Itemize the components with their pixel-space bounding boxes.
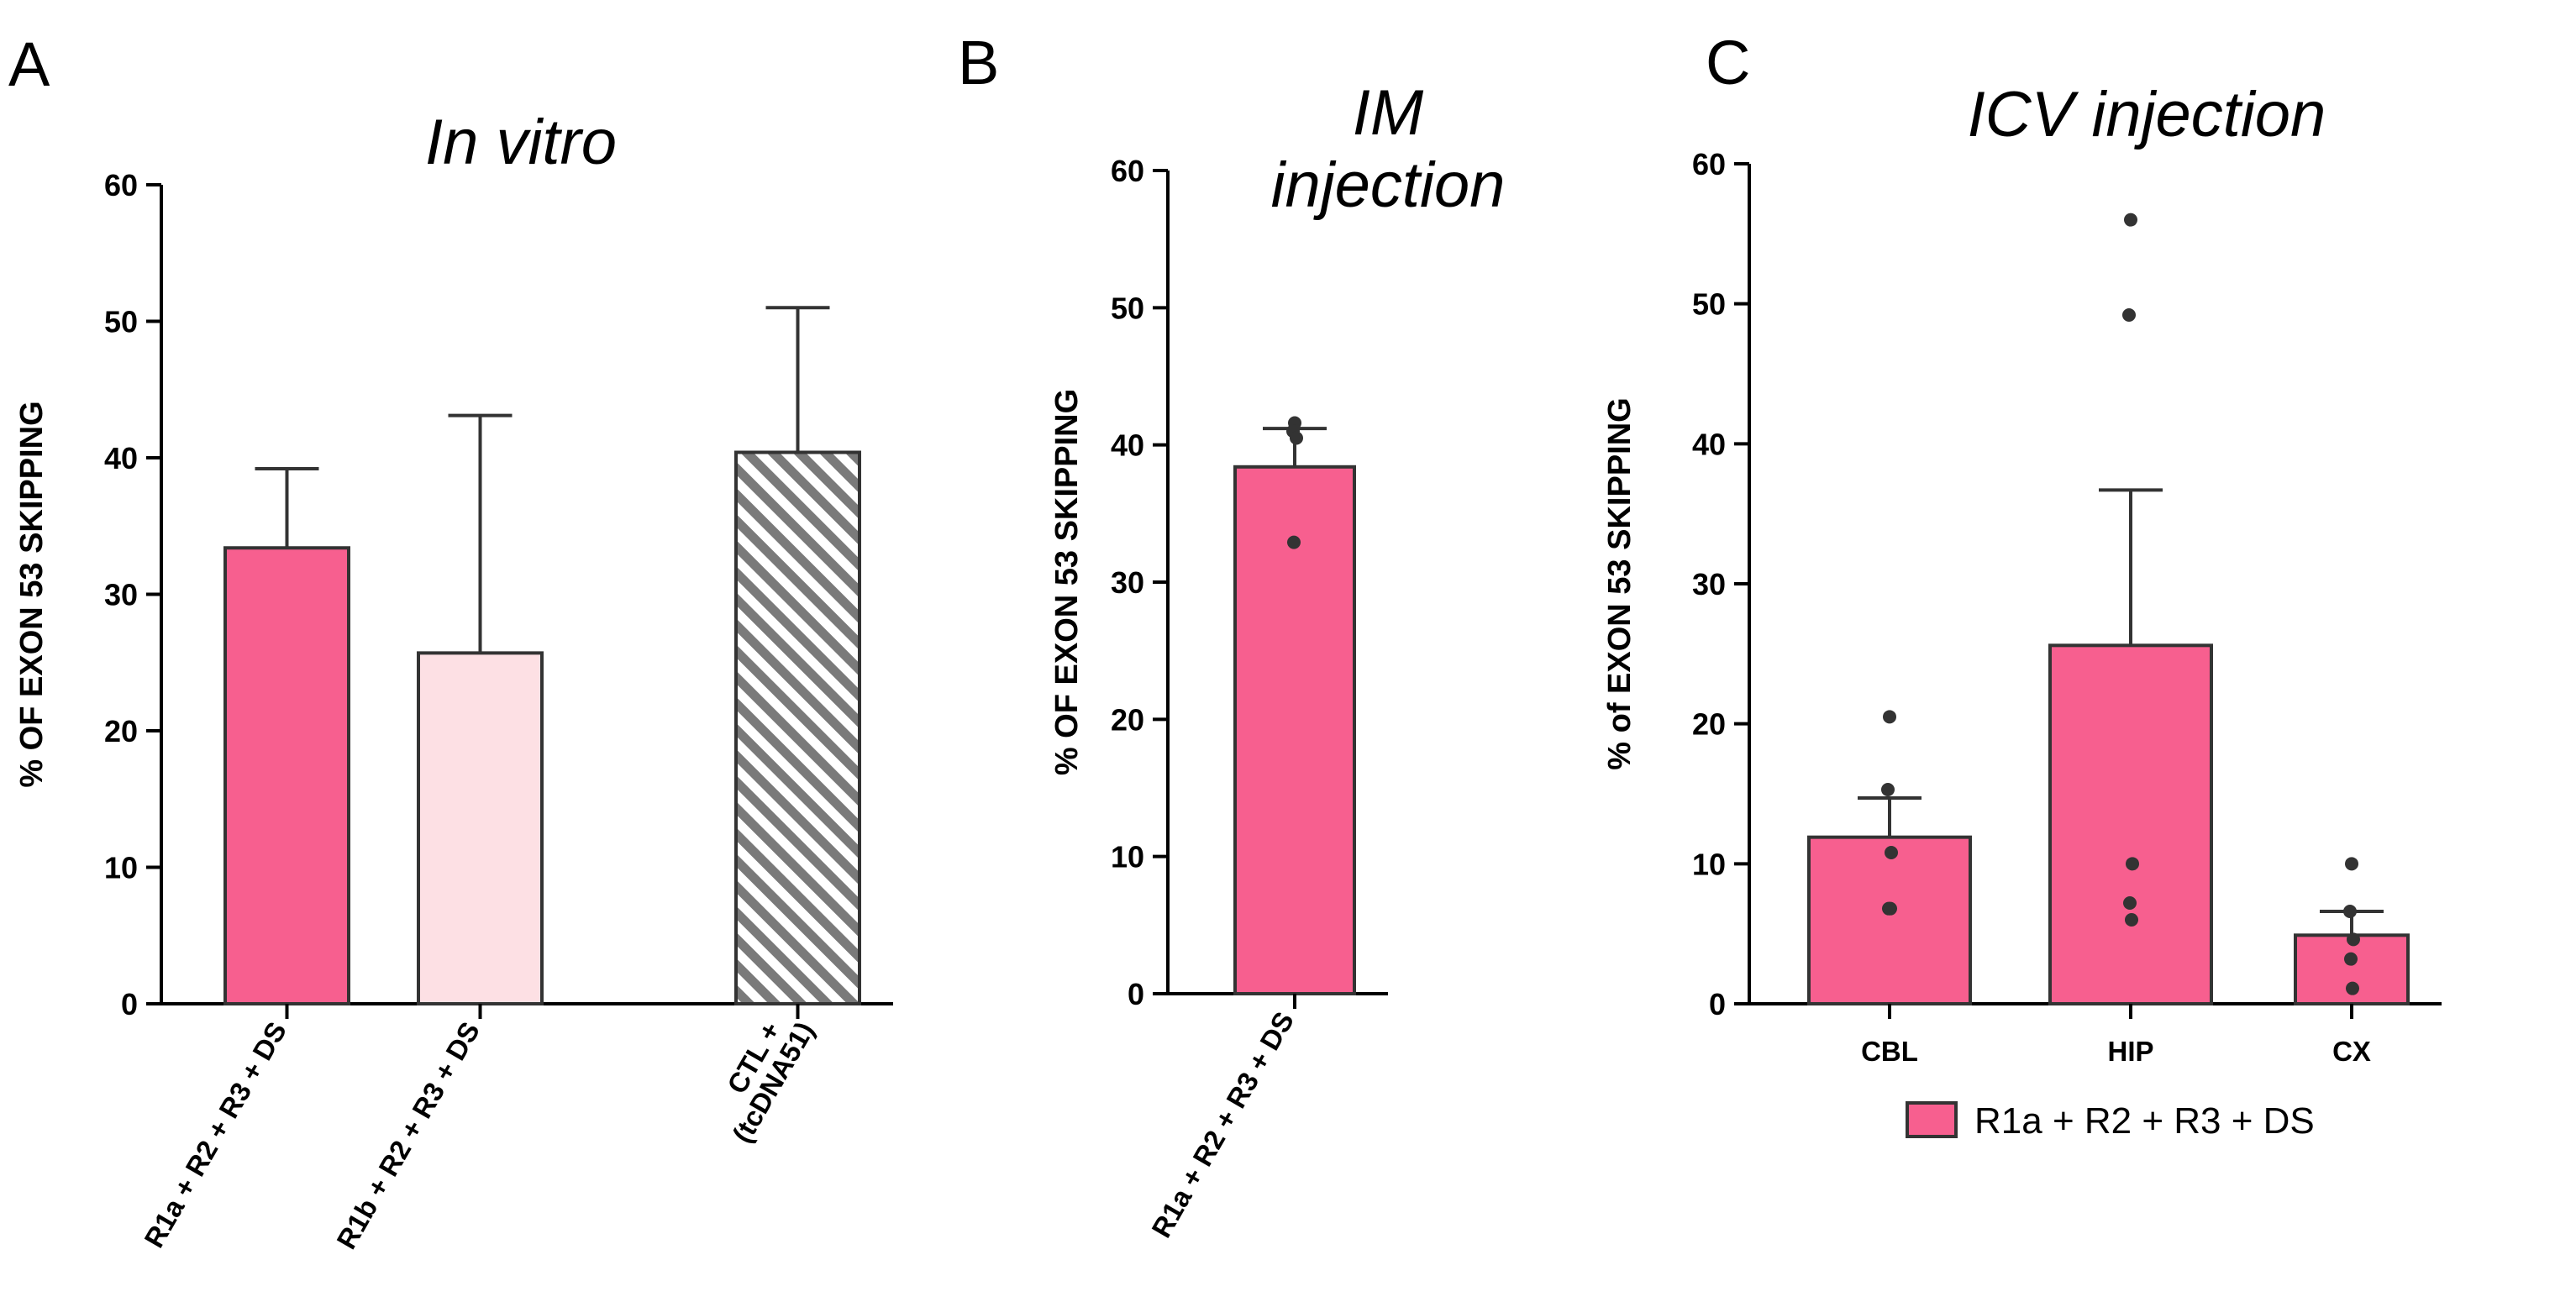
panel-a-x-label-1: R1a + R2 + R3 + DS (138, 1016, 292, 1252)
panel-c-y-tick-label-20: 20 (1692, 707, 1726, 742)
panel-c-data-point-2-2 (2122, 308, 2136, 322)
panel-c-y-tick-label-50: 50 (1692, 287, 1726, 322)
panel-b-y-tick-label-0: 0 (1128, 977, 1144, 1011)
panel-c-title: ICV injection (1968, 79, 2326, 150)
panel-a-bar-1 (223, 546, 350, 1005)
panel-b-data-point-1-4 (1287, 535, 1301, 549)
panel-a: In vitro % OF EXON 53 SKIPPING 0 10 20 30 40 50… (14, 107, 893, 1254)
panel-c-bar-2 (2048, 643, 2213, 1005)
panel-c-data-point-3-5 (2346, 981, 2359, 995)
panel-b-y-tick-label-10: 10 (1111, 840, 1144, 874)
panel-c-bar-1 (1807, 835, 1972, 1006)
panel-c-data-point-3-1 (2345, 857, 2358, 871)
panel-c-x-label-2: HIP (2107, 1036, 2153, 1067)
panel-c-data-point-3-2 (2343, 905, 2357, 918)
panel-b-y-tick-label-20: 20 (1111, 702, 1144, 737)
panel-a-x-label-2: R1b + R2 + R3 + DS (330, 1016, 486, 1254)
panel-b-y-tick-label-40: 40 (1111, 428, 1144, 463)
panel-a-y-tick-label-10: 10 (104, 851, 138, 885)
panel-c-data-point-1-3 (1885, 846, 1898, 859)
panel-c-x-label-3: CX (2332, 1036, 2371, 1067)
panel-a-bar-2 (417, 651, 544, 1005)
panel-c-x-label-1: CBL (1861, 1036, 1918, 1067)
panel-c-data-point-3-3 (2347, 932, 2360, 947)
panel-c-data-point-1-5 (1884, 901, 1897, 916)
panel-c: ICV injection % of EXON 53 SKIPPING 0 10 20 3… (1602, 79, 2442, 1142)
panel-c-y-tick-label-60: 60 (1692, 147, 1726, 181)
panel-letter-b: B (958, 28, 999, 97)
panel-b-x-label-1: R1a + R2 + R3 + DS (1145, 1006, 1300, 1242)
panel-c-legend-label: R1a + R2 + R3 + DS (1974, 1100, 2315, 1142)
panel-a-y-tick-label-40: 40 (104, 441, 138, 475)
panel-b-data-point-1-3 (1290, 431, 1303, 445)
panel-c-legend-swatch (1906, 1101, 1958, 1138)
panel-a-y-tick-label-0: 0 (121, 987, 138, 1021)
panel-c-data-point-3-4 (2344, 952, 2358, 966)
panel-b-y-tick-label-50: 50 (1111, 291, 1144, 325)
panel-b-title-line-2: injection (1271, 150, 1506, 221)
panel-a-y-tick-label-60: 60 (104, 168, 138, 202)
panel-c-y-tick-label-40: 40 (1692, 427, 1726, 461)
panel-b-bar-1 (1233, 465, 1356, 995)
panel-b-y-tick-label-60: 60 (1111, 154, 1144, 188)
panel-a-title: In vitro (425, 107, 617, 178)
panel-c-data-point-2-5 (2125, 913, 2138, 927)
panel-c-y-tick-label-0: 0 (1709, 987, 1726, 1021)
panel-c-y-tick-label-30: 30 (1692, 567, 1726, 601)
panel-letter-a: A (8, 29, 50, 99)
panel-letter-c: C (1706, 28, 1750, 97)
panel-a-y-tick-label-50: 50 (104, 305, 138, 339)
panel-c-data-point-1-2 (1881, 783, 1895, 796)
panel-a-y-tick-label-20: 20 (104, 714, 138, 748)
panel-a-bar-3 (734, 450, 861, 1005)
panel-a-y-tick-label-30: 30 (104, 578, 138, 612)
panel-c-data-point-2-3 (2126, 857, 2139, 871)
panel-c-data-point-2-1 (2124, 213, 2137, 227)
panel-c-y-tick-label-10: 10 (1692, 847, 1726, 881)
panel-b-y-axis-label: % OF EXON 53 SKIPPING (1049, 389, 1085, 775)
panel-c-data-point-2-4 (2123, 896, 2137, 910)
panel-b-y-tick-label-30: 30 (1111, 565, 1144, 600)
panel-c-y-axis-label: % of EXON 53 SKIPPING (1602, 397, 1638, 769)
panel-b-title-line-1: IM (1353, 77, 1424, 149)
panel-c-data-point-1-1 (1883, 710, 1896, 724)
panel-a-y-axis-label: % OF EXON 53 SKIPPING (14, 401, 50, 787)
